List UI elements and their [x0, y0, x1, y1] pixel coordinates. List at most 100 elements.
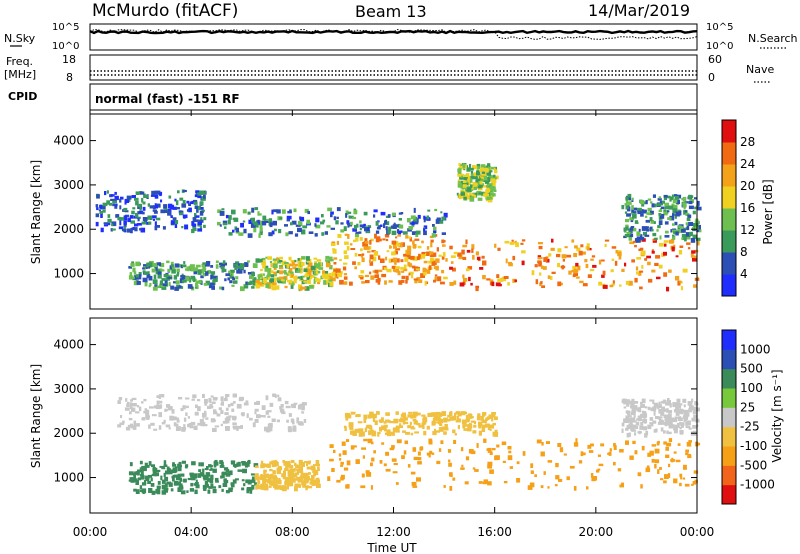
range-cell — [192, 225, 196, 229]
range-cell — [656, 203, 662, 207]
range-cell — [145, 409, 150, 415]
range-cell — [378, 269, 383, 273]
range-cell — [496, 274, 500, 278]
range-cell — [142, 267, 145, 270]
range-cell — [491, 414, 496, 418]
range-cell — [185, 405, 189, 409]
range-cell — [210, 265, 214, 268]
range-cell — [118, 226, 124, 230]
range-cell — [661, 200, 665, 204]
range-cell — [158, 262, 161, 267]
range-cell — [690, 238, 696, 243]
range-cell — [241, 412, 245, 417]
range-cell — [111, 194, 115, 197]
range-cell — [344, 255, 349, 260]
range-cell — [464, 424, 470, 427]
colorbar-cell — [722, 368, 736, 389]
range-cell — [379, 238, 382, 242]
range-cell — [504, 240, 510, 244]
range-cell — [457, 179, 461, 182]
nsearch-label: N.Search — [748, 32, 798, 45]
range-cell — [625, 427, 629, 431]
range-cell — [311, 475, 315, 480]
range-cell — [675, 405, 680, 410]
range-cell — [166, 404, 171, 408]
range-cell — [391, 445, 395, 449]
range-cell — [408, 271, 414, 275]
range-cell — [231, 276, 235, 279]
range-cell — [142, 277, 148, 283]
velocity-panel — [117, 393, 701, 495]
range-cell — [376, 411, 380, 415]
range-cell — [229, 280, 233, 284]
range-cell — [325, 271, 329, 274]
range-cell — [655, 255, 661, 259]
range-cell — [240, 267, 245, 270]
range-cell — [409, 421, 412, 425]
range-cell — [631, 407, 636, 412]
range-cell — [684, 210, 687, 213]
range-cell — [488, 175, 493, 179]
range-cell — [428, 265, 432, 270]
range-cell — [299, 461, 303, 466]
range-cell — [306, 256, 310, 261]
range-cell — [372, 256, 377, 262]
range-cell — [281, 486, 287, 492]
range-cell — [232, 280, 238, 284]
range-cell — [314, 223, 317, 227]
range-cell — [358, 254, 361, 257]
colorbar-cell — [722, 388, 736, 408]
range-cell — [370, 238, 374, 242]
range-cell — [585, 263, 589, 269]
range-cell — [630, 403, 635, 409]
range-cell — [673, 231, 678, 234]
range-cell — [312, 464, 317, 467]
range-cell — [679, 482, 682, 487]
range-cell — [660, 420, 665, 425]
range-cell — [450, 411, 453, 416]
range-cell — [272, 282, 277, 285]
range-cell — [381, 273, 387, 278]
range-cell — [477, 197, 483, 201]
range-cell — [662, 399, 667, 403]
range-cell — [464, 164, 467, 169]
range-cell — [267, 274, 270, 278]
range-cell — [432, 224, 435, 227]
range-cell — [629, 241, 635, 245]
range-cell — [161, 479, 166, 484]
range-cell — [272, 470, 276, 475]
range-cell — [349, 221, 353, 226]
range-cell — [686, 421, 691, 426]
range-cell — [270, 274, 275, 278]
range-cell — [481, 424, 486, 429]
range-cell — [641, 398, 646, 404]
range-cell — [355, 231, 361, 234]
range-cell — [162, 226, 166, 230]
range-cell — [171, 409, 175, 414]
range-cell — [171, 469, 177, 474]
range-cell — [456, 192, 459, 196]
range-cell — [409, 414, 413, 417]
range-cell — [170, 285, 175, 290]
range-cell — [625, 196, 629, 201]
range-cell — [694, 197, 698, 200]
range-cell — [685, 412, 690, 417]
range-cell — [673, 204, 678, 210]
range-cell — [598, 463, 604, 467]
range-cell — [393, 463, 398, 466]
range-cell — [141, 221, 147, 225]
range-cell — [626, 206, 629, 210]
range-cell — [655, 428, 658, 433]
range-cell — [470, 173, 475, 178]
range-cell — [311, 275, 315, 278]
range-cell — [227, 219, 231, 225]
range-cell — [189, 488, 194, 492]
range-cell — [95, 221, 99, 227]
range-cell — [196, 399, 201, 402]
range-cell — [407, 414, 413, 418]
range-cell — [360, 276, 364, 280]
range-cell — [255, 284, 261, 289]
range-cell — [131, 195, 136, 199]
range-cell — [202, 273, 207, 277]
range-cell — [391, 230, 397, 236]
